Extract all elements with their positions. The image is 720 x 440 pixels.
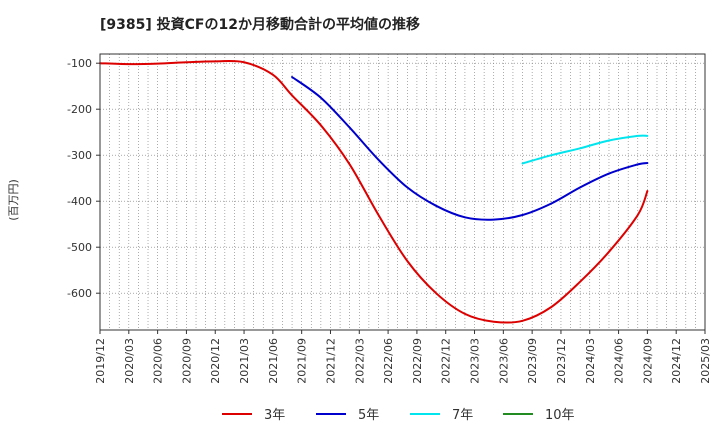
series-line-3年 bbox=[99, 59, 649, 324]
series-line-7年 bbox=[521, 134, 649, 165]
y-tick-label: -200 bbox=[67, 103, 92, 116]
x-tick-label: 2021/03 bbox=[238, 338, 251, 384]
x-tick-label: 2022/03 bbox=[353, 338, 366, 384]
x-tick-label: 2021/12 bbox=[324, 338, 337, 384]
y-tick-label: -100 bbox=[67, 57, 92, 70]
x-tick-label: 2023/03 bbox=[469, 338, 482, 384]
x-tick-label: 2022/09 bbox=[411, 338, 424, 384]
x-tick-label: 2020/06 bbox=[152, 338, 165, 384]
x-tick-label: 2023/09 bbox=[526, 338, 539, 384]
y-tick-label: -500 bbox=[67, 241, 92, 254]
legend-label: 5年 bbox=[358, 408, 379, 423]
y-tick-label: -600 bbox=[67, 287, 92, 300]
x-tick-label: 2022/06 bbox=[382, 338, 395, 384]
plot-frame bbox=[99, 53, 706, 331]
series-line-5年 bbox=[291, 76, 649, 221]
legend-label: 3年 bbox=[264, 408, 285, 423]
x-tick-label: 2021/09 bbox=[296, 338, 309, 384]
x-tick-label: 2021/06 bbox=[267, 338, 280, 384]
series-lines bbox=[99, 59, 649, 324]
x-tick-label: 2020/12 bbox=[209, 338, 222, 384]
x-tick-label: 2023/12 bbox=[555, 338, 568, 384]
y-tick-labels: -100 -200 -300 -400 -500 -600 bbox=[67, 57, 100, 300]
x-tick-label: 2025/03 bbox=[699, 338, 712, 384]
x-tick-label: 2022/12 bbox=[440, 338, 453, 384]
chart-title: [9385] 投資CFの12か月移動合計の平均値の推移 bbox=[100, 16, 420, 33]
x-tick-label: 2019/12 bbox=[94, 338, 107, 384]
legend: 3年 5年 7年 10年 bbox=[222, 408, 575, 423]
x-tick-label: 2024/06 bbox=[613, 338, 626, 384]
x-tick-label: 2023/06 bbox=[497, 338, 510, 384]
legend-label: 10年 bbox=[545, 408, 575, 423]
y-axis-label: (百万円) bbox=[7, 179, 20, 221]
y-tick-label: -400 bbox=[67, 195, 92, 208]
x-tick-label: 2020/09 bbox=[180, 338, 193, 384]
y-tick-label: -300 bbox=[67, 149, 92, 162]
x-tick-label: 2024/12 bbox=[670, 338, 683, 384]
x-tick-label: 2020/03 bbox=[123, 338, 136, 384]
legend-label: 7年 bbox=[452, 408, 473, 423]
x-tick-label: 2024/09 bbox=[641, 338, 654, 384]
grid bbox=[100, 54, 705, 330]
x-tick-labels: 2019/12 2020/03 2020/06 2020/09 2020/12 2021/… bbox=[94, 330, 712, 384]
x-tick-label: 2024/03 bbox=[584, 338, 597, 384]
